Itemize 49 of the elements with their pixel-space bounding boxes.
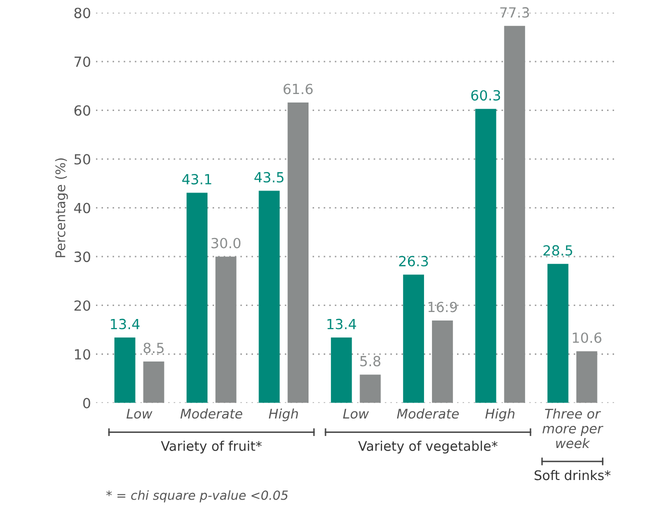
text: 60.3 [471,90,500,101]
x-tick-label: High [268,408,298,422]
text: Variety of vegetable* [358,440,498,454]
y-tick-label: 50 [74,154,90,165]
text: 61.6 [284,84,313,94]
text: 43.1 [182,174,212,184]
bar [547,264,568,403]
bar [330,338,352,403]
text: 8.5 [144,342,164,354]
text: * = chi square p-value <0.05 [106,490,288,502]
x-tick-label: Three or more per week [542,408,604,448]
bar [576,351,598,403]
bar [186,192,208,403]
y-tick-label: 60 [74,105,90,116]
y-tick-label: 70 [74,56,90,67]
text: 16.9 [428,302,457,312]
text: 28.5 [543,245,572,256]
x-tick-label: Moderate [396,408,459,419]
text: 26.3 [399,256,428,266]
bar [475,108,496,403]
bar [360,374,381,403]
text: Variety of fruit* [160,440,262,454]
bar [504,26,526,403]
bar [403,274,424,403]
y-tick-label: 0 [83,398,90,408]
x-tick-label: Moderate [180,408,242,419]
bar [432,320,453,403]
text: 13.4 [327,318,356,330]
text: 10.6 [572,332,602,343]
x-tick-label: Low [126,408,152,419]
y-tick-label: 40 [74,202,90,214]
text: 5.8 [360,356,380,366]
x-tick-label: Low [343,408,369,419]
text: Soft drinks* [534,470,611,480]
y-tick-label: 10 [74,349,90,360]
bar [215,256,236,403]
text: 30.0 [212,238,240,248]
y-tick-label: 80 [74,8,90,18]
bar [143,361,164,403]
bar [288,102,309,403]
y-tick-label: 20 [74,300,90,311]
x-tick-label: High [485,408,514,422]
bar [258,190,280,403]
text: 43.5 [254,172,284,183]
bar [114,338,136,403]
y-tick-label: 30 [74,252,90,262]
text: 77.3 [500,7,529,18]
text: 13.4 [110,318,140,330]
y-axis-title: Percentage (%) [55,158,68,258]
